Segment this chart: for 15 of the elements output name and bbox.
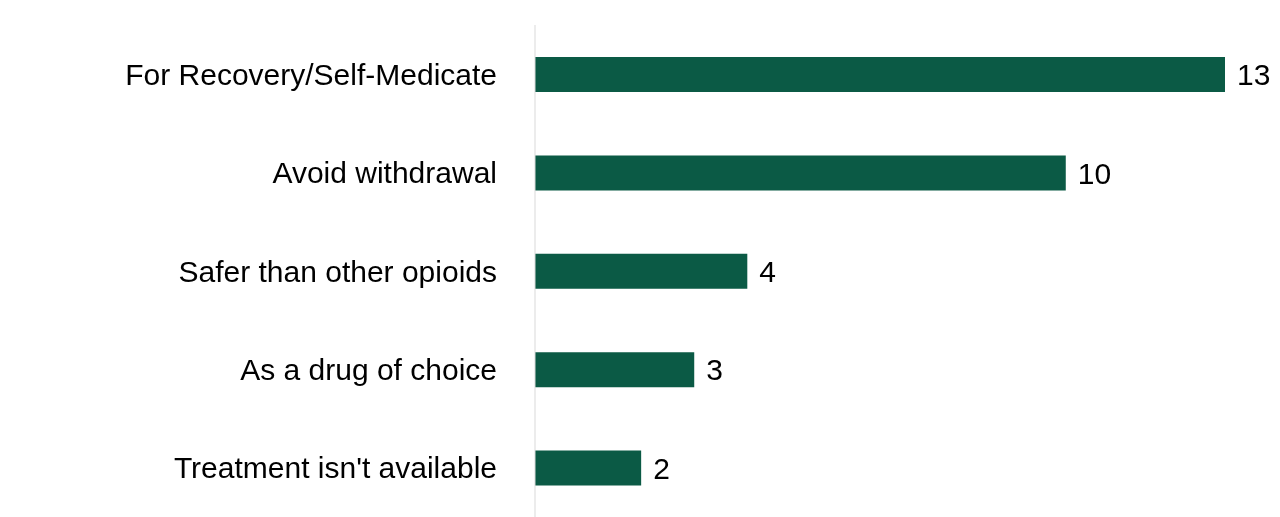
- bar: [535, 155, 1066, 191]
- data-label: 13: [1237, 58, 1271, 92]
- bar: [535, 253, 748, 289]
- data-label: 3: [706, 353, 723, 387]
- y-tick-label: Treatment isn't available: [173, 451, 497, 485]
- data-label: 2: [653, 451, 670, 485]
- y-tick-label: As a drug of choice: [240, 353, 497, 387]
- y-tick-label: Safer than other opioids: [178, 254, 497, 288]
- data-label: 4: [759, 254, 776, 288]
- y-tick-label: For Recovery/Self-Medicate: [125, 57, 497, 91]
- bar: [535, 57, 1225, 92]
- y-tick-label: Avoid withdrawal: [272, 156, 497, 190]
- data-label: 10: [1077, 156, 1112, 190]
- bar: [535, 352, 695, 388]
- bar: [535, 450, 642, 486]
